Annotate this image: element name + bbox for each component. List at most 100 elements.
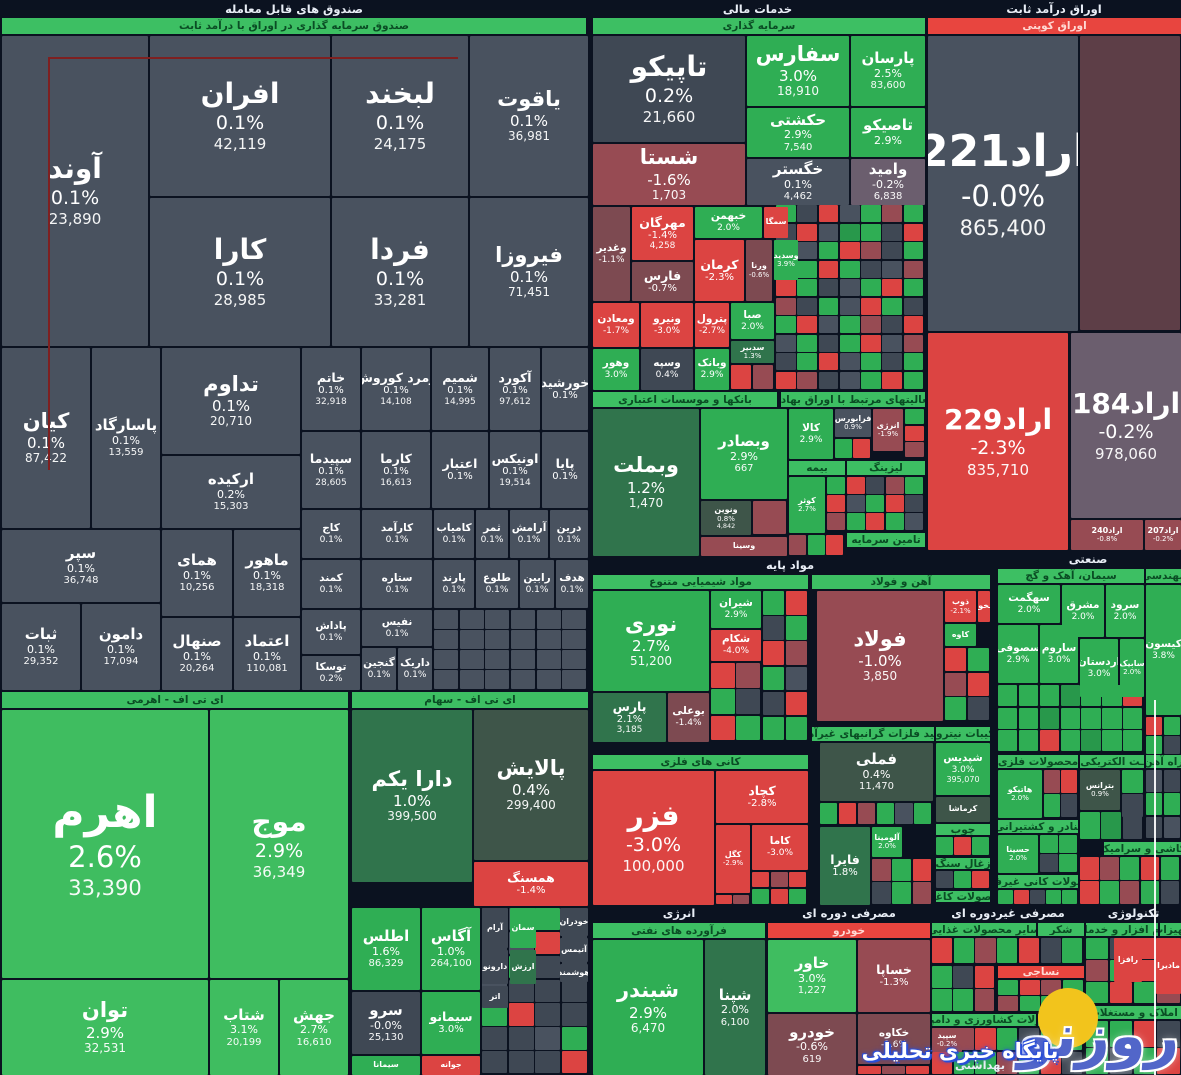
treemap-tile[interactable]: خورشید 0.1% (542, 348, 588, 430)
micro-tile[interactable] (776, 353, 796, 370)
treemap-tile[interactable]: اطلس 1.6% 86,329 (352, 908, 420, 990)
micro-tile[interactable] (770, 872, 788, 887)
micro-tile[interactable] (785, 716, 807, 741)
micro-tile[interactable] (482, 1027, 507, 1050)
micro-tile[interactable] (903, 279, 924, 296)
treemap-tile[interactable]: اراد229 -2.3% 835,710 (928, 333, 1068, 550)
micro-tile[interactable] (536, 610, 561, 629)
treemap-tile[interactable]: همسنگ -1.4% (474, 862, 588, 906)
treemap-tile[interactable]: خودران (560, 908, 588, 936)
micro-tile[interactable] (872, 859, 891, 881)
industry-strip[interactable]: خودرو (768, 923, 930, 938)
treemap-tile[interactable]: جوانه (422, 1056, 480, 1075)
micro-tile[interactable] (485, 650, 510, 669)
micro-tile[interactable] (1100, 881, 1119, 904)
micro-tile[interactable] (1160, 881, 1180, 904)
micro-tile[interactable] (752, 872, 770, 887)
micro-tile[interactable] (561, 1003, 587, 1026)
micro-tile[interactable] (818, 297, 839, 315)
micro-tile[interactable] (882, 279, 903, 296)
treemap-tile[interactable]: خاور 3.0% 1,227 (768, 940, 856, 1012)
micro-tile[interactable] (975, 1051, 996, 1074)
micro-tile[interactable] (1018, 1051, 1040, 1074)
micro-tile[interactable] (827, 513, 846, 530)
micro-tile[interactable] (882, 242, 903, 259)
treemap-tile[interactable]: اتر (482, 986, 508, 1008)
treemap-tile[interactable]: حکشتی 2.9% 7,540 (747, 108, 849, 157)
treemap-tile[interactable]: درین 0.1% (550, 510, 588, 558)
treemap-tile[interactable]: اعتبار 0.1% (432, 432, 488, 508)
micro-tile[interactable] (789, 872, 807, 887)
micro-tile[interactable] (535, 1051, 560, 1074)
micro-tile[interactable] (1122, 812, 1143, 839)
treemap-tile[interactable]: پاداش 0.1% (302, 610, 360, 654)
micro-tile[interactable] (905, 442, 924, 458)
micro-tile[interactable] (1109, 982, 1132, 1003)
micro-tile[interactable] (972, 871, 989, 888)
micro-tile[interactable] (562, 610, 587, 629)
micro-tile[interactable] (1041, 980, 1061, 995)
micro-tile[interactable] (485, 630, 510, 649)
treemap-tile[interactable]: سمان (510, 908, 536, 948)
micro-tile[interactable] (1101, 812, 1122, 839)
micro-tile[interactable] (858, 1066, 881, 1074)
micro-tile[interactable] (1018, 938, 1040, 963)
micro-tile[interactable] (752, 888, 770, 904)
micro-tile[interactable] (953, 989, 974, 1011)
treemap-tile[interactable]: افران 0.1% 42,119 (150, 36, 330, 196)
treemap-tile[interactable]: هوشمند (560, 964, 588, 982)
treemap-tile[interactable]: وبانک 2.9% (695, 349, 729, 390)
treemap-tile[interactable]: اراد240 -0.8% (1071, 520, 1143, 550)
industry-strip[interactable]: ای تی اف - سهام (352, 692, 588, 708)
industry-strip[interactable]: زغال سنگ (936, 858, 990, 869)
micro-tile[interactable] (1080, 881, 1099, 904)
treemap-tile[interactable]: اعتماد 0.1% 110,081 (234, 618, 300, 690)
micro-tile[interactable] (882, 371, 903, 389)
micro-tile[interactable] (818, 334, 839, 352)
micro-tile[interactable] (1122, 770, 1143, 793)
treemap-tile[interactable]: آگاس 1.0% 264,100 (422, 908, 480, 990)
micro-tile[interactable] (882, 334, 903, 352)
treemap-tile[interactable]: شمیم 0.1% 14,995 (432, 348, 488, 430)
micro-tile[interactable] (882, 223, 903, 241)
micro-tile[interactable] (953, 966, 974, 988)
treemap-tile[interactable]: ستاره 0.1% (362, 560, 432, 608)
treemap-tile[interactable]: تاصیکو 2.9% (851, 108, 925, 157)
micro-tile[interactable] (1059, 854, 1077, 872)
treemap-tile[interactable]: سمگا (764, 207, 788, 238)
micro-tile[interactable] (1062, 996, 1083, 1011)
micro-tile[interactable] (535, 979, 560, 1002)
micro-tile[interactable] (1163, 793, 1180, 816)
industry-strip[interactable]: نرم افزار و خدمات (1086, 923, 1158, 936)
micro-tile[interactable] (1040, 1051, 1061, 1074)
micro-tile[interactable] (1014, 890, 1029, 904)
treemap-tile[interactable]: آلومینا 2.0% (872, 827, 902, 857)
treemap-tile[interactable]: وسدید 3.9% (774, 240, 798, 280)
treemap-tile[interactable]: آرام (482, 908, 508, 948)
micro-tile[interactable] (807, 535, 825, 555)
micro-tile[interactable] (1120, 881, 1140, 904)
industry-strip[interactable]: ای تی اف - اهرمی (2, 692, 348, 708)
micro-tile[interactable] (998, 730, 1018, 752)
micro-tile[interactable] (975, 1028, 996, 1050)
micro-tile[interactable] (997, 1028, 1018, 1050)
treemap-tile[interactable]: سیمانا (352, 1056, 420, 1075)
micro-tile[interactable] (872, 882, 891, 904)
industry-strip[interactable]: محصولات کشاورزی و دامپروری (932, 1014, 1036, 1026)
micro-tile[interactable] (1018, 1028, 1040, 1050)
micro-tile[interactable] (827, 477, 846, 494)
micro-tile[interactable] (1060, 685, 1080, 707)
micro-tile[interactable] (967, 672, 989, 696)
treemap-tile[interactable]: کارا 0.1% 28,985 (150, 198, 330, 346)
micro-tile[interactable] (903, 353, 924, 370)
industry-strip[interactable]: املاک و مستغلات (1086, 1006, 1181, 1019)
micro-tile[interactable] (953, 1051, 974, 1074)
micro-tile[interactable] (905, 425, 924, 441)
industry-strip[interactable]: ـت الکتریکی (1080, 755, 1144, 768)
micro-tile[interactable] (912, 859, 932, 881)
micro-tile[interactable] (434, 630, 459, 649)
micro-tile[interactable] (785, 666, 807, 691)
industry-strip[interactable]: مهندسی (1146, 569, 1181, 583)
industry-strip[interactable]: مواد شیمیایی متنوع (593, 575, 808, 589)
